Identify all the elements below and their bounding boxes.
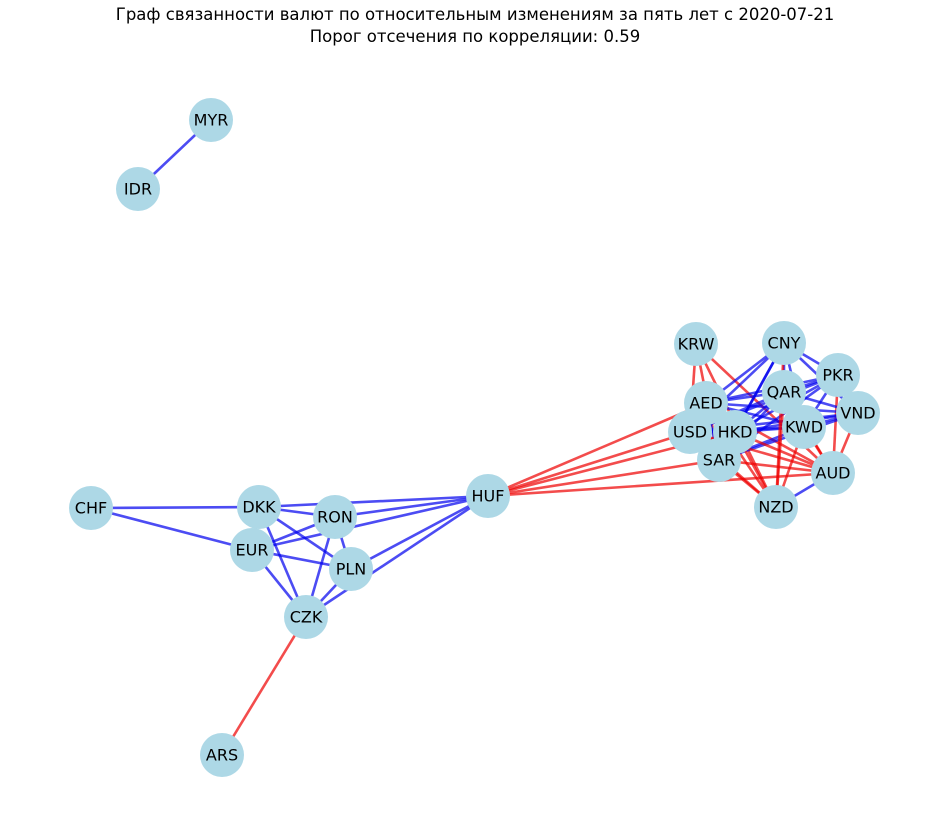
node-label: DKK xyxy=(242,498,276,517)
edge-czk-ars xyxy=(220,616,308,756)
nodes-layer: MYR IDR KRW CNY PKR QAR AED VND KWD HKD USD SAR AUD N… xyxy=(69,98,880,777)
node-pkr: PKR xyxy=(816,353,860,397)
node-qar: QAR xyxy=(762,370,806,414)
node-label: AED xyxy=(689,394,722,413)
node-vnd: VND xyxy=(836,391,880,435)
node-sar: SAR xyxy=(697,438,741,482)
node-label: MYR xyxy=(194,111,229,130)
node-circle xyxy=(697,438,741,482)
node-label: NZD xyxy=(758,498,793,517)
node-label: USD xyxy=(673,423,707,442)
edge-eur-huf xyxy=(251,494,489,552)
node-circle xyxy=(836,391,880,435)
node-idr: IDR xyxy=(116,167,160,211)
node-aud: AUD xyxy=(811,451,855,495)
node-nzd: NZD xyxy=(754,485,798,529)
node-label: RON xyxy=(317,508,353,527)
edge-huf-aud xyxy=(487,471,834,498)
chart-subtitle: Порог отсечения по корреляции: 0.59 xyxy=(309,27,641,46)
node-label: AUD xyxy=(816,464,851,483)
node-label: HKD xyxy=(718,423,753,442)
node-circle xyxy=(116,167,160,211)
node-circle xyxy=(313,495,357,539)
node-cny: CNY xyxy=(762,321,806,365)
node-label: KWD xyxy=(785,418,823,437)
node-circle xyxy=(189,98,233,142)
node-ron: RON xyxy=(313,495,357,539)
edge-huf-aed xyxy=(487,401,707,498)
node-circle xyxy=(237,485,281,529)
node-label: PKR xyxy=(822,366,853,385)
node-circle xyxy=(762,321,806,365)
node-label: IDR xyxy=(124,180,152,199)
node-circle xyxy=(754,485,798,529)
node-label: CZK xyxy=(290,608,323,627)
node-circle xyxy=(668,410,712,454)
node-pln: PLN xyxy=(329,547,373,591)
node-eur: EUR xyxy=(230,528,274,572)
node-label: KRW xyxy=(678,335,715,354)
node-label: EUR xyxy=(236,541,269,560)
chart-title: Граф связанности валют по относительным … xyxy=(115,5,835,24)
edge-huf-usd xyxy=(487,430,691,498)
node-circle xyxy=(674,322,718,366)
edge-dkk-huf xyxy=(258,494,489,509)
node-usd: USD xyxy=(668,410,712,454)
node-label: HUF xyxy=(472,487,505,506)
edge-chf-dkk xyxy=(90,505,260,510)
node-circle xyxy=(230,528,274,572)
node-circle xyxy=(329,547,373,591)
edge-czk-huf xyxy=(305,494,489,619)
node-label: PLN xyxy=(336,560,367,579)
node-circle xyxy=(466,474,510,518)
node-label: CHF xyxy=(75,499,107,518)
node-circle xyxy=(200,733,244,777)
node-myr: MYR xyxy=(189,98,233,142)
edge-chf-eur xyxy=(90,506,253,552)
node-kwd: KWD xyxy=(782,405,826,449)
node-label: VND xyxy=(840,404,875,423)
edge-ron-huf xyxy=(334,494,489,519)
node-circle xyxy=(284,595,328,639)
node-label: ARS xyxy=(206,746,238,765)
edge-huf-sar xyxy=(487,458,720,498)
node-huf: HUF xyxy=(466,474,510,518)
node-circle xyxy=(69,486,113,530)
node-circle xyxy=(782,405,826,449)
node-czk: CZK xyxy=(284,595,328,639)
node-label: QAR xyxy=(767,383,802,402)
chart-titles: Граф связанности валют по относительным … xyxy=(0,4,950,48)
node-circle xyxy=(816,353,860,397)
node-label: SAR xyxy=(703,451,736,470)
node-circle xyxy=(811,451,855,495)
node-dkk: DKK xyxy=(237,485,281,529)
edge-pln-huf xyxy=(350,494,489,571)
node-circle xyxy=(762,370,806,414)
node-chf: CHF xyxy=(69,486,113,530)
node-krw: KRW xyxy=(674,322,718,366)
node-ars: ARS xyxy=(200,733,244,777)
node-label: CNY xyxy=(768,334,801,353)
